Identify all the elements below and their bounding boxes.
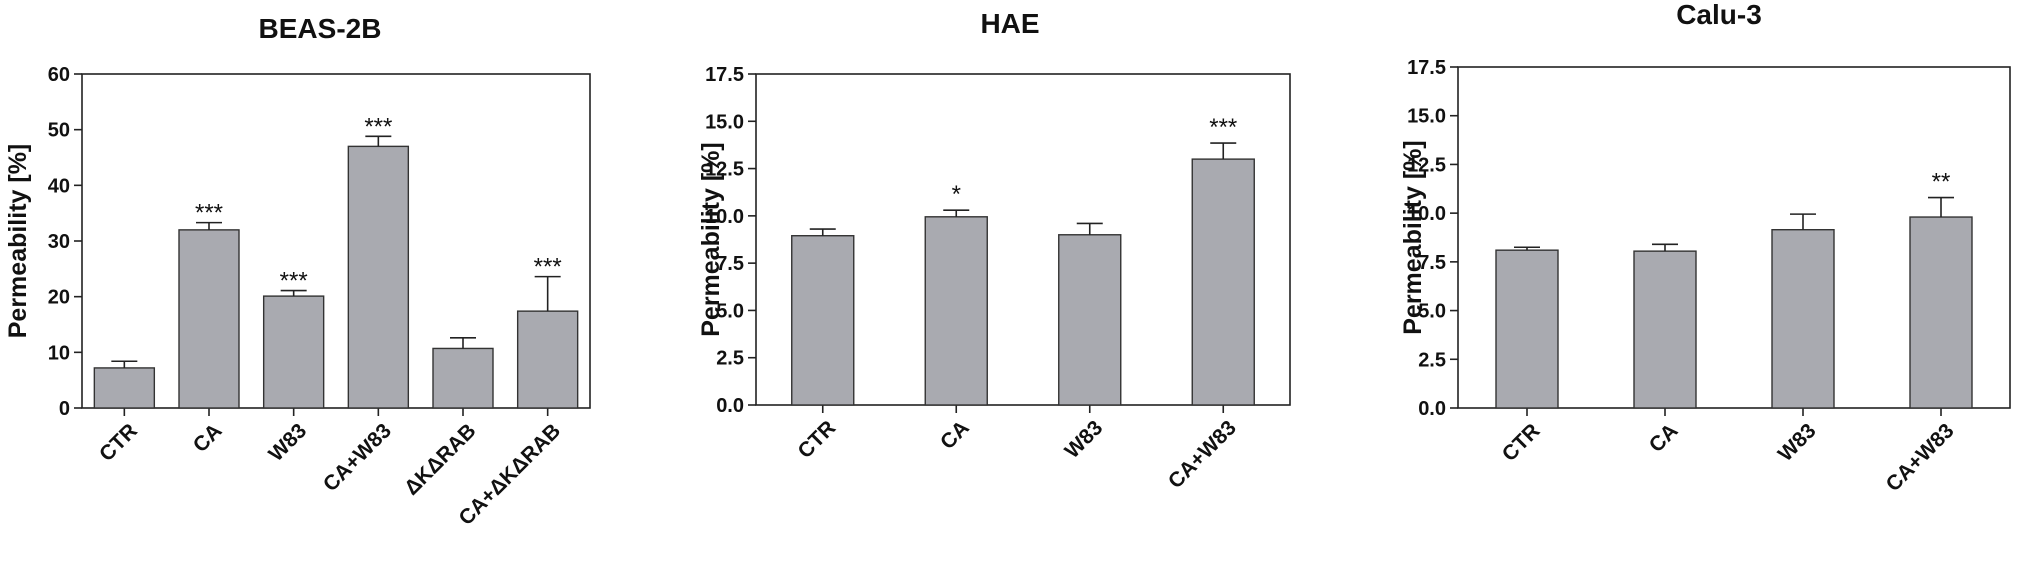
- y-axis-title: Permeability [%]: [697, 142, 725, 337]
- y-tick-label: 2.5: [1418, 349, 1446, 371]
- bar: [924, 216, 988, 406]
- bar: [1495, 249, 1559, 409]
- x-tick-label: W83: [264, 419, 311, 466]
- x-tick-label: ΔKΔRAB: [400, 419, 481, 500]
- y-tick-label: 60: [48, 64, 70, 86]
- chart-title: BEAS-2B: [259, 13, 382, 44]
- y-tick-label: 12.5: [705, 159, 744, 181]
- y-tick-label: 10: [48, 342, 70, 364]
- x-tick-label: CA+W83: [319, 419, 396, 496]
- x-tick-label: CA: [936, 416, 974, 454]
- significance-label: **: [1932, 169, 1951, 196]
- y-tick-label: 50: [48, 120, 70, 142]
- y-tick-label: 30: [48, 231, 70, 253]
- bar: [791, 235, 855, 406]
- y-tick-label: 10.0: [705, 206, 744, 228]
- y-tick-label: 40: [48, 175, 70, 197]
- y-tick-label: 0.0: [716, 395, 744, 417]
- bar: [262, 295, 325, 409]
- x-tick-label: CA: [189, 419, 227, 457]
- chart-panel-1: BEAS-2B 0 10 20 30 40 50 60 Permeability [%] CTR *…: [4, 13, 591, 530]
- bar: [1191, 158, 1255, 406]
- y-axis-title: Permeability [%]: [4, 144, 32, 339]
- bar: [1633, 250, 1697, 409]
- x-tick-label: CA: [1645, 419, 1683, 457]
- y-axis-title: Permeability [%]: [1399, 140, 1427, 335]
- y-tick-label: 5.0: [1418, 301, 1446, 323]
- chart-title: Calu-3: [1676, 0, 1762, 30]
- y-tick-label: 7.5: [1418, 252, 1446, 274]
- y-tick-label: 15.0: [1407, 106, 1446, 128]
- chart-title: HAE: [980, 8, 1039, 39]
- y-tick-label: 15.0: [705, 111, 744, 133]
- x-tick-label: CTR: [793, 416, 840, 463]
- y-tick-label: 0.0: [1418, 398, 1446, 420]
- bar: [1771, 229, 1835, 409]
- x-tick-label: CA+W83: [1164, 416, 1241, 493]
- bar: [178, 229, 240, 409]
- significance-label: ***: [364, 113, 392, 140]
- y-tick-label: 20: [48, 287, 70, 309]
- bar: [1909, 216, 1973, 409]
- y-tick-label: 7.5: [716, 253, 744, 275]
- y-tick-label: 17.5: [705, 64, 744, 86]
- x-tick-label: W83: [1774, 419, 1821, 466]
- y-tick-label: 5.0: [716, 300, 744, 322]
- x-tick-label: CTR: [95, 419, 142, 466]
- y-tick-label: 12.5: [1407, 154, 1446, 176]
- chart-panel-3: Calu-3 0.0 2.5 5.0 7.5 10.0 12.5 15.0 17.5 Permea…: [1399, 0, 2011, 496]
- y-tick-label: 10.0: [1407, 203, 1446, 225]
- bar: [93, 367, 156, 409]
- bar: [1058, 234, 1122, 406]
- plot-frame: [755, 73, 1291, 406]
- significance-label: ***: [1209, 114, 1237, 141]
- x-tick-label: CTR: [1498, 419, 1545, 466]
- significance-label: ***: [195, 200, 223, 227]
- significance-label: ***: [280, 268, 308, 295]
- significance-label: ***: [534, 254, 562, 281]
- y-tick-label: 2.5: [716, 348, 744, 370]
- bar: [432, 347, 494, 409]
- y-tick-label: 17.5: [1407, 57, 1446, 79]
- significance-label: *: [952, 181, 961, 208]
- bar: [347, 145, 410, 409]
- bar: [516, 310, 579, 409]
- chart-panel-2: HAE 0.0 2.5 5.0 7.5 10.0 12.5 15.0 17.5 Permeabil…: [697, 8, 1291, 493]
- x-tick-label: W83: [1060, 416, 1107, 463]
- y-tick-label: 0: [59, 398, 70, 420]
- plot-frame: [81, 73, 591, 409]
- x-tick-label: CA+W83: [1882, 419, 1959, 496]
- plot-frame: [1457, 66, 2011, 409]
